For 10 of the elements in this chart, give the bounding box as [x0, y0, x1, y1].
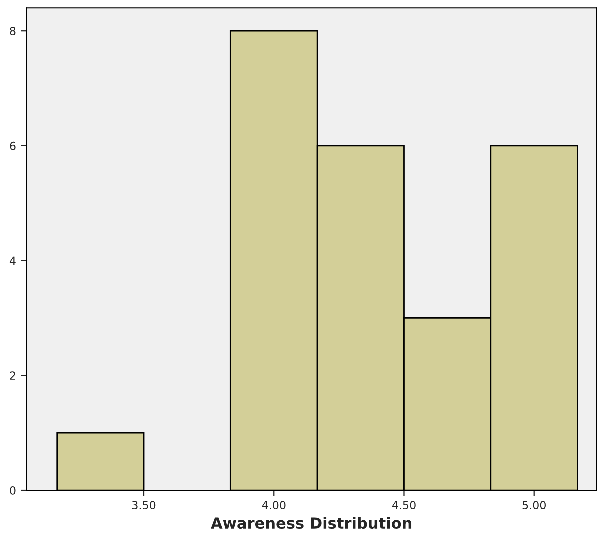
x-tick-label: 4.00	[262, 501, 286, 510]
y-tick-label: 8	[10, 27, 16, 36]
y-tick-label: 4	[10, 256, 16, 266]
x-tick-label: 4.50	[392, 501, 416, 510]
y-tick-label: 0	[10, 486, 16, 495]
x-axis-title: Awareness Distribution	[211, 517, 412, 530]
x-tick-label: 5.00	[522, 501, 546, 510]
y-tick-label: 6	[10, 142, 16, 150]
y-tick-label: 2	[10, 372, 16, 380]
x-tick-label: 3.50	[132, 501, 156, 510]
